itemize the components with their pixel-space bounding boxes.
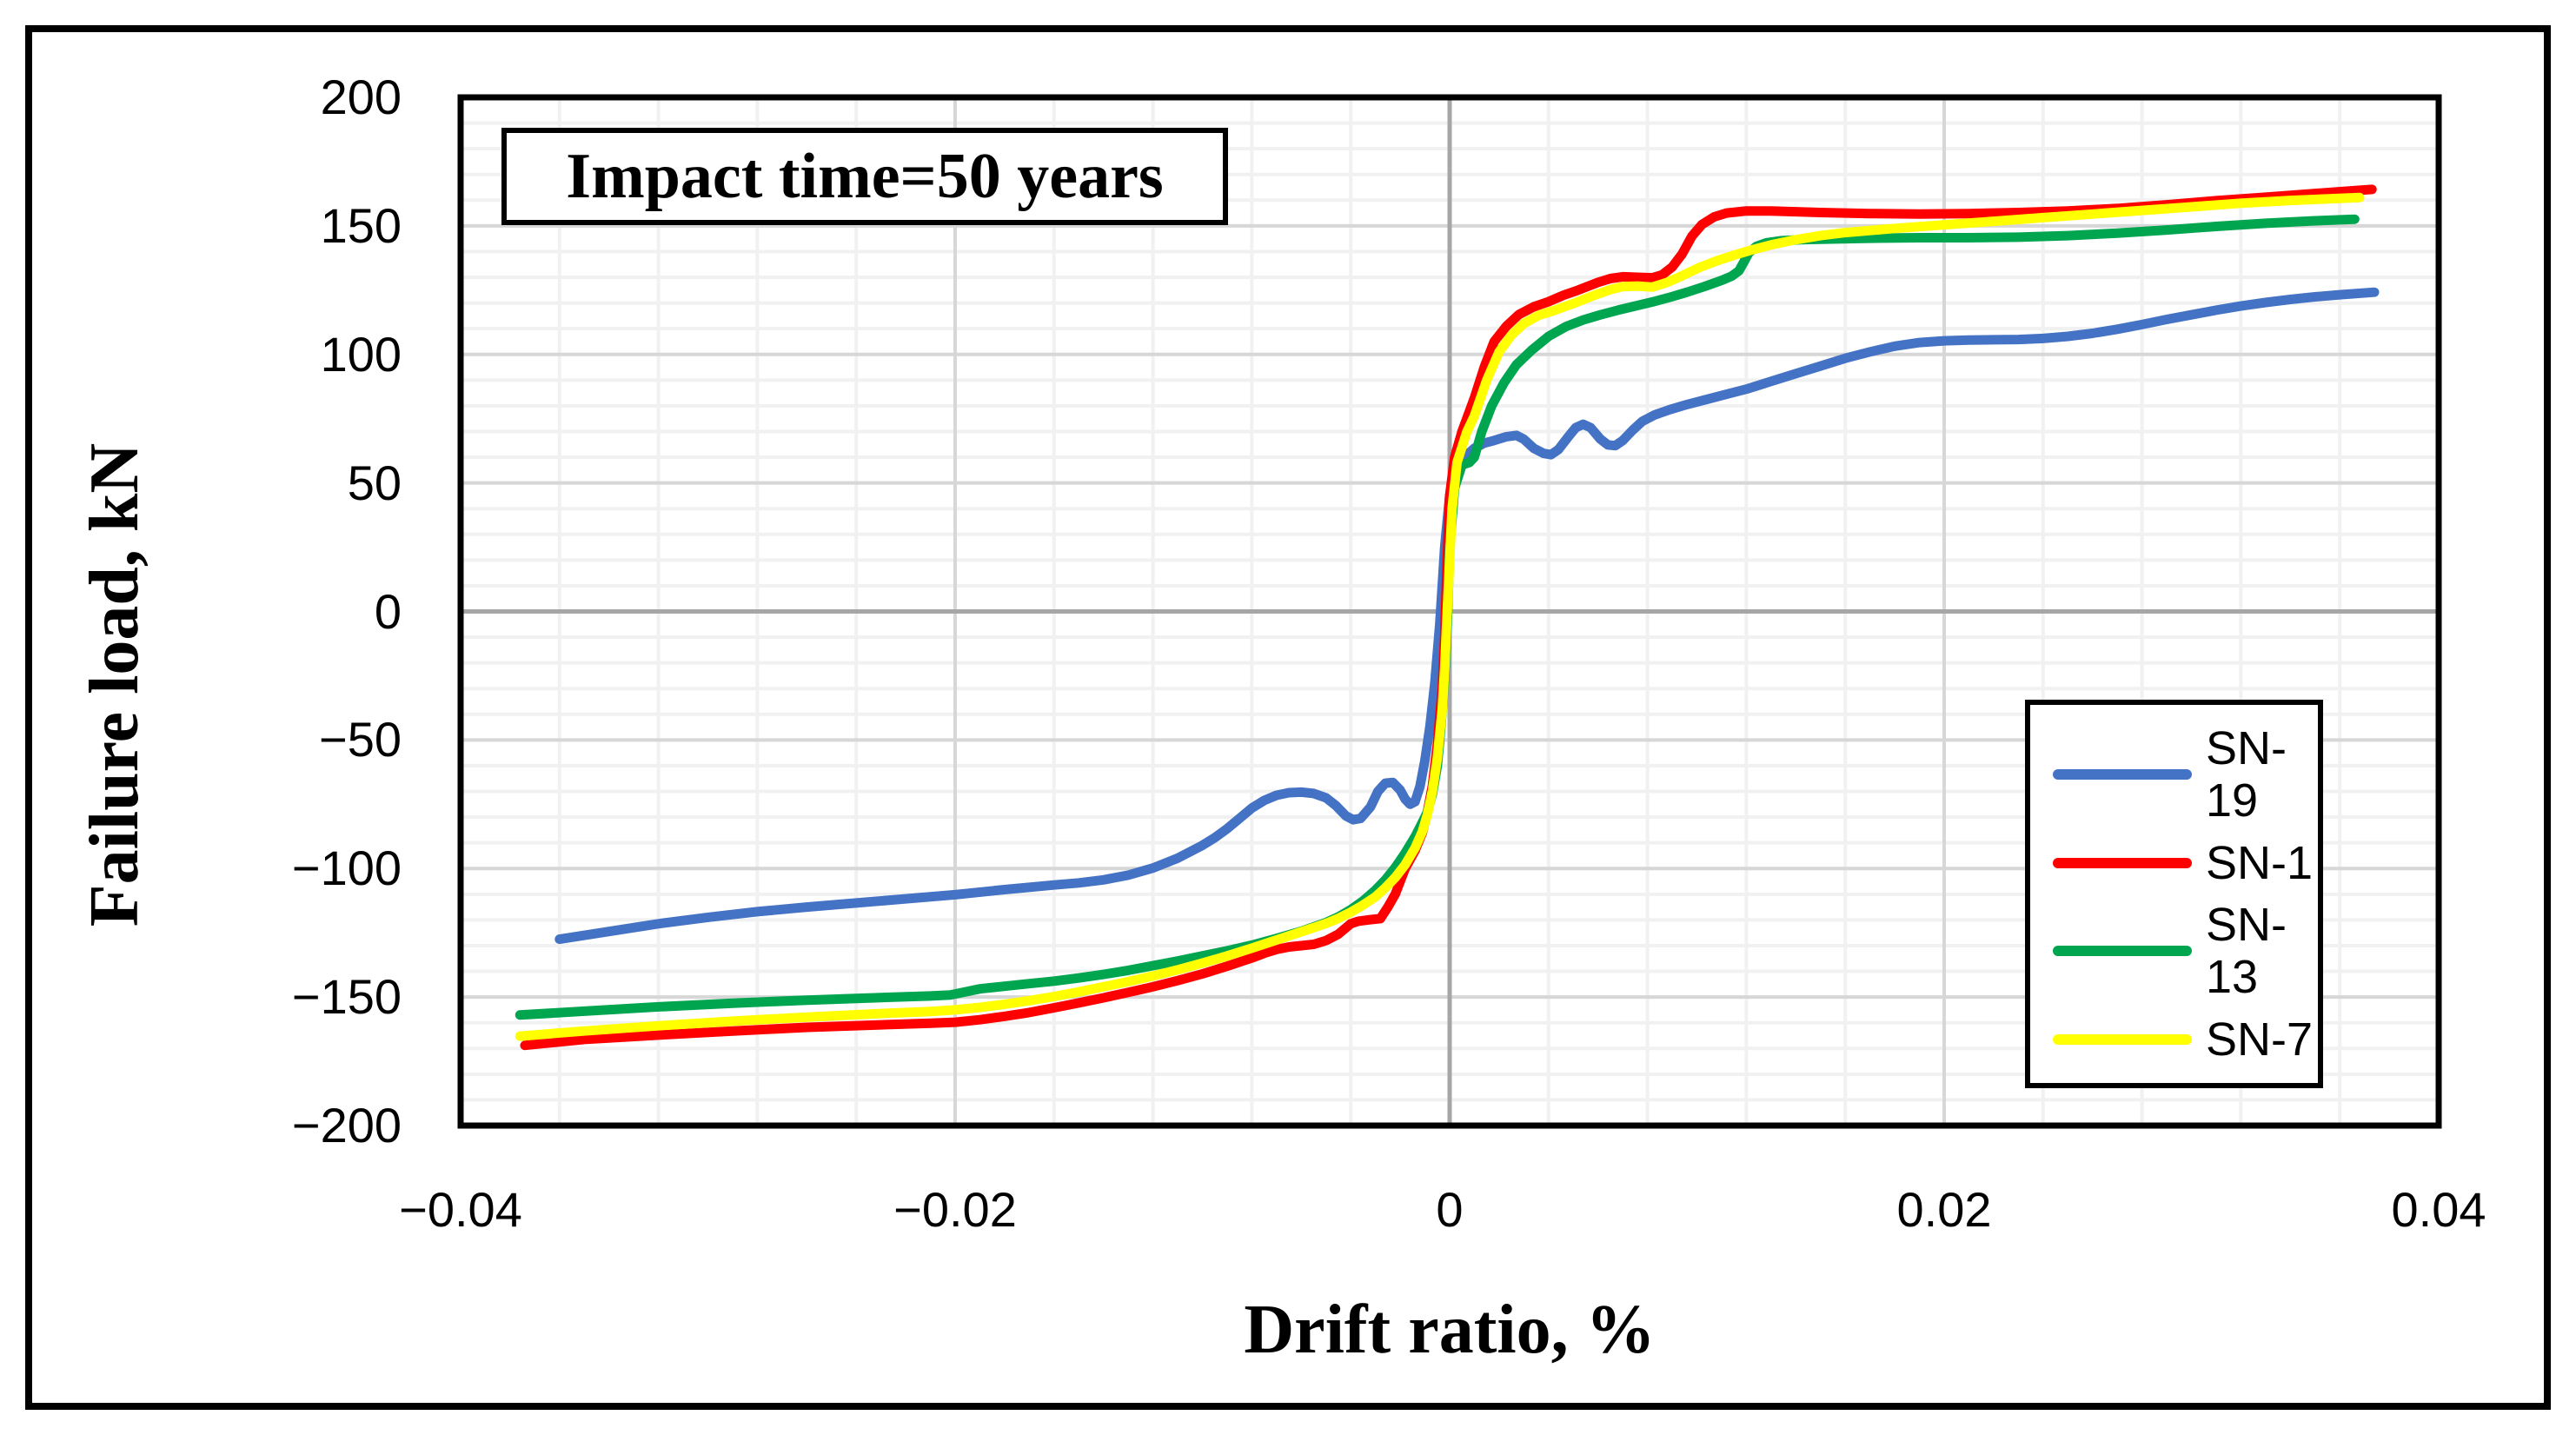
x-tick-label: −0.02 (893, 1182, 1017, 1237)
legend-label: SN-7 (2206, 1013, 2314, 1066)
series-line-SN-19 (554, 287, 2380, 945)
y-tick-label: 0 (374, 583, 402, 639)
figure-border (25, 25, 2551, 1410)
legend-entry-SN-19: SN-19 (2053, 722, 2318, 827)
legend-label: SN-19 (2206, 721, 2287, 827)
annotation-box: Impact time=50 years (501, 128, 1228, 225)
x-axis-title: Drift ratio, % (1244, 1292, 1656, 1368)
y-tick-label: −100 (291, 840, 402, 896)
legend-label: SN-13 (2206, 899, 2287, 1004)
y-axis-title: Failure load, kN (76, 442, 153, 927)
x-tick-label: 0.02 (1896, 1182, 1992, 1237)
legend-line-swatch (2053, 857, 2192, 868)
series-line-SN-7 (515, 192, 2365, 1041)
x-tick-label: −0.04 (399, 1182, 522, 1237)
legend-line-swatch (2053, 1034, 2192, 1046)
legend-entry-SN-7: SN-7 (2053, 1013, 2318, 1066)
x-tick-label: 0 (1436, 1182, 1464, 1237)
y-tick-label: −50 (319, 712, 402, 767)
legend-line-swatch (2053, 768, 2192, 780)
y-tick-label: 150 (320, 197, 402, 253)
legend: SN-19 SN-1 SN-13 SN-7 (2025, 700, 2323, 1088)
legend-label: SN-1 (2206, 836, 2314, 889)
legend-line-swatch (2053, 946, 2192, 957)
y-tick-label: 50 (347, 455, 402, 510)
legend-entry-SN-13: SN-13 (2053, 899, 2318, 1003)
plot-area-border (457, 94, 2442, 1129)
x-tick-label: 0.04 (2391, 1182, 2486, 1237)
annotation-text: Impact time=50 years (566, 140, 1164, 212)
y-tick-label: −150 (291, 969, 402, 1025)
legend-entry-SN-1: SN-1 (2053, 837, 2318, 889)
y-tick-label: 200 (320, 70, 402, 124)
y-tick-label: −200 (291, 1098, 402, 1153)
y-tick-label: 100 (320, 326, 402, 382)
